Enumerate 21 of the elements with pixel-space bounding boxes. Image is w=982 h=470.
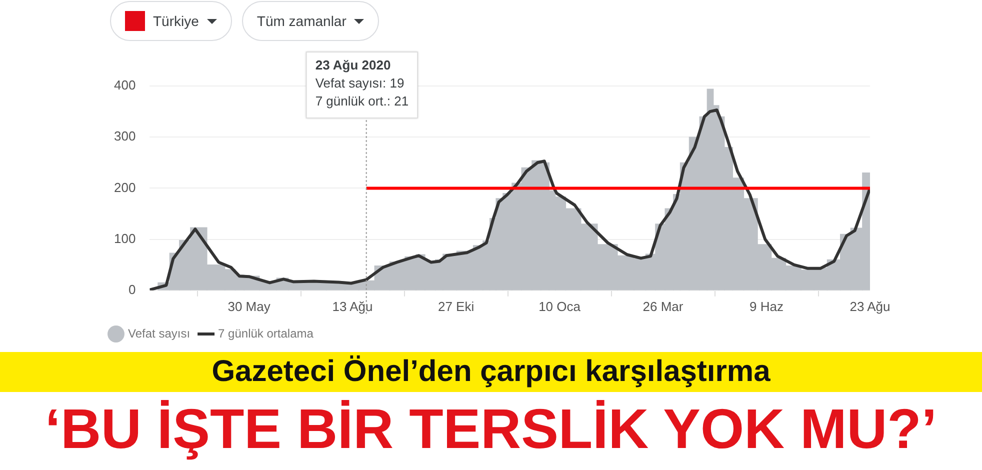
x-tick-label: 30 May [228,298,271,314]
x-tick-label: 9 Haz [750,298,784,314]
annotation: 7 günlük ort.: 21 [315,94,409,109]
legend-label: 7 günlük ortalama [218,326,314,340]
y-tick-label: 0 [128,282,136,297]
legend-label: Vefat sayısı [128,326,190,340]
x-tick-label: 10 Oca [538,298,582,314]
annotation: Vefat sayısı: 19 [315,76,404,91]
x-tick-label: 13 Ağu [332,298,373,314]
text: Tüm zamanlar [256,13,346,29]
y-tick-label: 100 [114,230,136,246]
text: Gazeteci Önel’den çarpıcı karşılaştırma [0,352,982,392]
text: Türkiye [153,13,199,29]
x-tick-label: 23 Ağu [850,298,890,314]
text: ‘BU İŞTE BİR TERSLİK YOK MU?’ [44,396,938,462]
y-tick-label: 300 [114,128,136,144]
y-tick-label: 400 [114,78,136,93]
text: 23 Ağu 2020 [315,58,391,73]
y-tick-label: 200 [114,180,136,195]
x-tick-label: 26 Mar [642,298,684,314]
x-tick-label: 27 Eki [438,298,474,314]
